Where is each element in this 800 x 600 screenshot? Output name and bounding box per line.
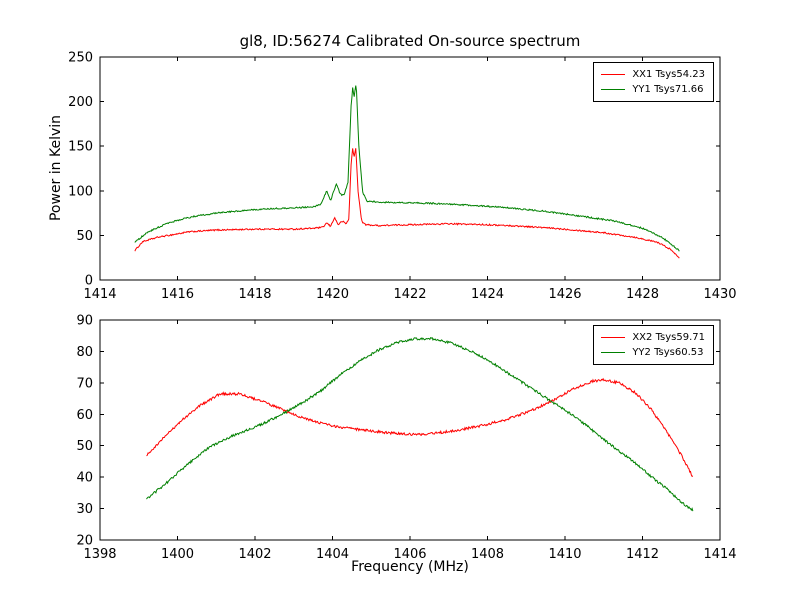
y-axis-label: Power in Kelvin [48,114,64,222]
legend-entry: YY1 Tsys71.66 [601,82,705,97]
svg-text:70: 70 [76,376,93,391]
svg-text:1422: 1422 [393,287,426,302]
svg-text:1424: 1424 [471,287,504,302]
svg-text:1414: 1414 [703,547,736,562]
chart-title: gl8, ID:56274 Calibrated On-source spect… [239,32,581,50]
legend-entry: XX1 Tsys54.23 [601,67,705,82]
svg-text:1414: 1414 [83,287,116,302]
svg-text:20: 20 [76,534,93,549]
legend-top: XX1 Tsys54.23 YY1 Tsys71.66 [593,62,714,102]
svg-text:1404: 1404 [316,547,349,562]
svg-text:1412: 1412 [626,547,659,562]
svg-text:1408: 1408 [471,547,504,562]
svg-text:250: 250 [68,51,93,66]
legend-entry: XX2 Tsys59.71 [601,330,705,345]
legend-entry: YY2 Tsys60.53 [601,345,705,360]
svg-text:1410: 1410 [548,547,581,562]
legend-line-xx1-icon [601,74,626,75]
svg-text:1406: 1406 [393,547,426,562]
svg-text:60: 60 [76,408,93,423]
svg-text:50: 50 [76,229,93,244]
svg-text:200: 200 [68,95,93,110]
svg-text:1426: 1426 [548,287,581,302]
legend-label-xx2: XX2 Tsys59.71 [632,332,705,343]
svg-text:90: 90 [76,314,93,329]
svg-text:50: 50 [76,439,93,454]
legend-line-yy2-icon [601,352,626,353]
svg-text:1430: 1430 [703,287,736,302]
legend-bottom: XX2 Tsys59.71 YY2 Tsys60.53 [593,325,714,365]
svg-text:1416: 1416 [161,287,194,302]
svg-text:80: 80 [76,345,93,360]
svg-text:1398: 1398 [83,547,116,562]
svg-text:1402: 1402 [238,547,271,562]
svg-text:1400: 1400 [161,547,194,562]
legend-label-xx1: XX1 Tsys54.23 [632,69,705,80]
legend-line-yy1-icon [601,89,626,90]
svg-text:100: 100 [68,184,93,199]
svg-text:1428: 1428 [626,287,659,302]
svg-text:0: 0 [85,274,93,289]
svg-text:150: 150 [68,140,93,155]
legend-label-yy2: YY2 Tsys60.53 [632,347,704,358]
svg-text:1420: 1420 [316,287,349,302]
svg-text:1418: 1418 [238,287,271,302]
x-axis-label: Frequency (MHz) [351,559,469,575]
svg-text:30: 30 [76,502,93,517]
legend-label-yy1: YY1 Tsys71.66 [632,84,704,95]
legend-line-xx2-icon [601,337,626,338]
svg-text:40: 40 [76,471,93,486]
